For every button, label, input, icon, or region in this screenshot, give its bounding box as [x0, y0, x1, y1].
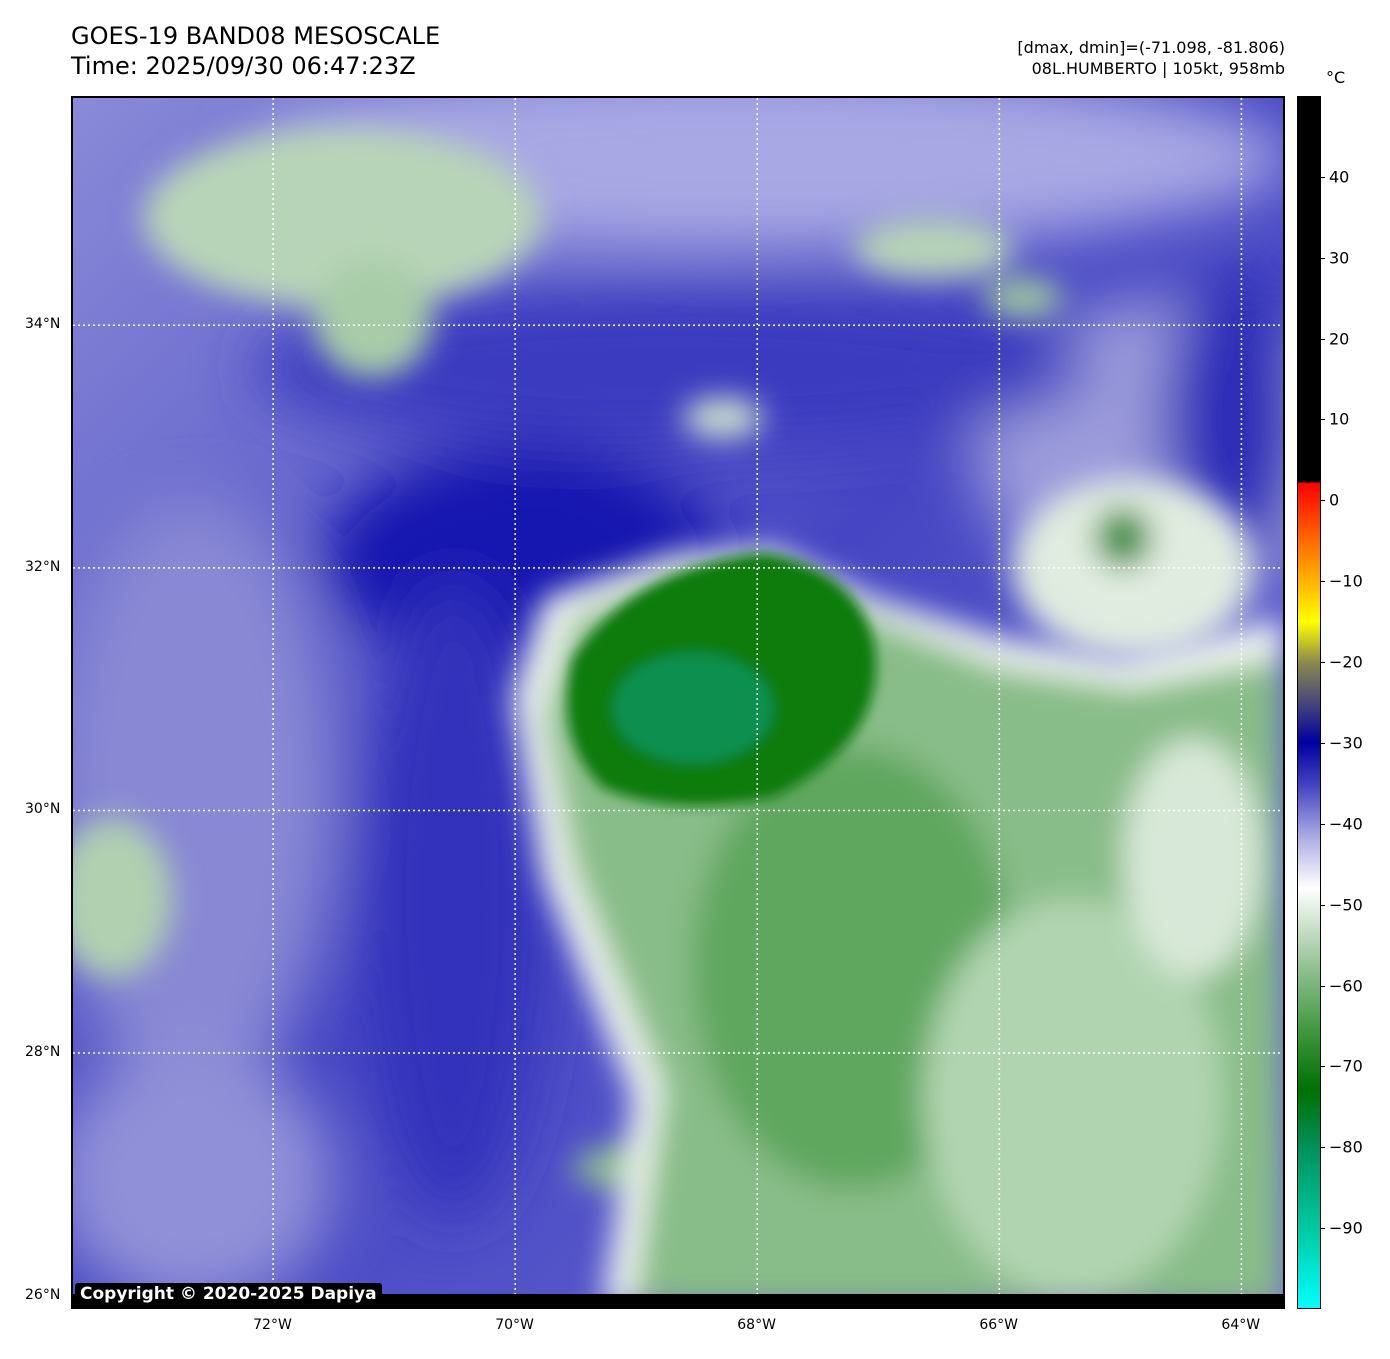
colorbar-tick-mark [1321, 581, 1325, 583]
colorbar-tick-mark [1321, 904, 1325, 906]
copyright-label: Copyright © 2020-2025 Dapiya [75, 1283, 382, 1305]
colorbar [1297, 96, 1321, 1309]
latitude-label: 34°N [25, 316, 61, 333]
longitude-label: 68°W [737, 1317, 776, 1333]
colorbar-tick-mark [1321, 500, 1325, 502]
colorbar-tick-label: −10 [1329, 571, 1363, 591]
colorbar-tick-mark [1321, 1228, 1325, 1230]
colorbar-tick-mark [1321, 1147, 1325, 1149]
colorbar-tick-mark [1321, 985, 1325, 987]
observation-time: Time: 2025/09/30 06:47:23Z [71, 52, 416, 80]
colorbar-tick-mark [1321, 338, 1325, 340]
colorbar-tick-label: 20 [1329, 329, 1350, 349]
colorbar-tick-mark [1321, 662, 1325, 664]
colorbar-tick-label: −60 [1329, 976, 1363, 996]
latitude-label: 32°N [25, 558, 61, 575]
longitude-label: 66°W [979, 1317, 1019, 1333]
latitude-label: 26°N [25, 1286, 61, 1303]
colorbar-tick-mark [1321, 176, 1325, 178]
colorbar-tick-label: −70 [1329, 1056, 1363, 1076]
colorbar-tick-mark [1321, 1066, 1325, 1068]
latitude-label: 28°N [25, 1044, 61, 1061]
colorbar-tick-mark [1321, 742, 1325, 744]
longitude-label: 70°W [495, 1317, 534, 1333]
longitude-label: 72°W [253, 1317, 292, 1333]
latitude-label: 30°N [25, 801, 61, 818]
figure-title: GOES-19 BAND08 MESOSCALE [71, 22, 441, 50]
colorbar-tick-label: 30 [1329, 248, 1350, 268]
colorbar-tick-label: −20 [1329, 652, 1363, 672]
colorbar-tick-label: 40 [1329, 167, 1350, 187]
colorbar-tick-label: −90 [1329, 1218, 1363, 1238]
storm-info-text: 08L.HUMBERTO | 105kt, 958mb [1031, 59, 1285, 78]
data-range-text: [dmax, dmin]=(-71.098, -81.806) [1017, 38, 1285, 57]
colorbar-tick-mark [1321, 419, 1325, 421]
graticule [73, 98, 1283, 1307]
colorbar-tick-label: −30 [1329, 733, 1363, 753]
satellite-image-map: Copyright © 2020-2025 Dapiya [71, 96, 1285, 1309]
colorbar-unit: °C [1326, 68, 1346, 87]
colorbar-tick-mark [1321, 823, 1325, 825]
colorbar-tick-label: −50 [1329, 895, 1363, 915]
colorbar-tick-mark [1321, 257, 1325, 259]
colorbar-tick-label: −40 [1329, 814, 1363, 834]
colorbar-tick-label: 0 [1329, 490, 1340, 510]
colorbar-tick-label: −80 [1329, 1137, 1363, 1157]
colorbar-tick-label: 10 [1329, 409, 1350, 429]
infrared-imagery [73, 98, 1283, 1307]
longitude-label: 64°W [1221, 1317, 1261, 1333]
